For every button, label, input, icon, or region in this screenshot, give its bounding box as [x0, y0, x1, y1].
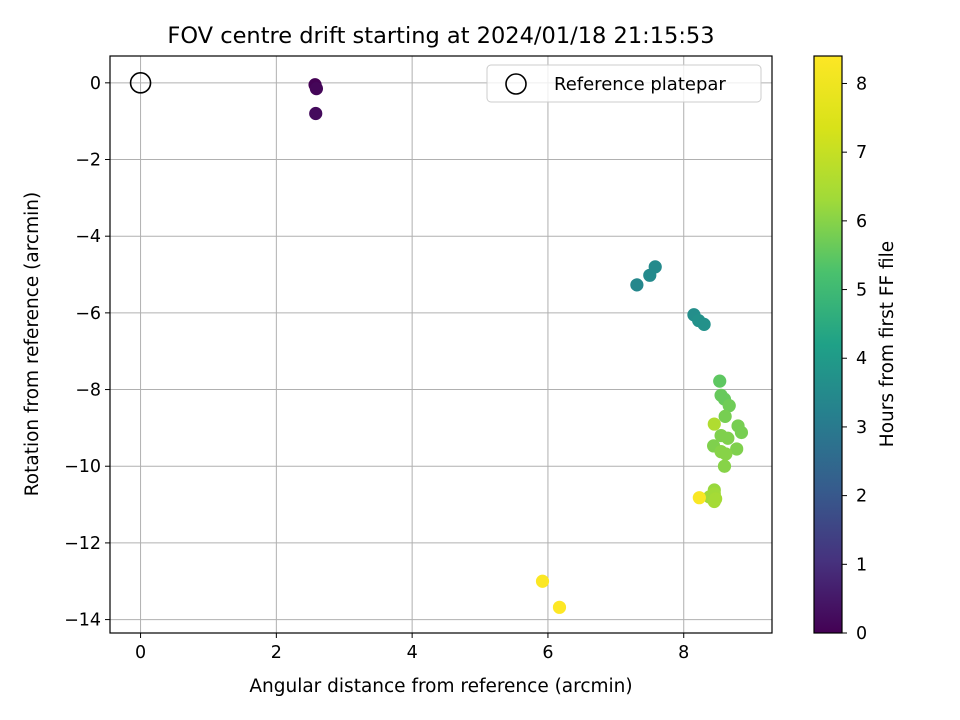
x-axis-ticks: 0 2 4 6 8 [135, 633, 689, 663]
x-tick-label: 6 [542, 643, 553, 663]
data-point [309, 81, 324, 96]
data-point [721, 431, 735, 445]
x-tick-label: 0 [135, 643, 146, 663]
reference-point [129, 72, 152, 94]
data-point [717, 459, 732, 473]
y-axis-ticks: 0 −2 −4 −6 −8 −10 −12 −14 [64, 74, 110, 631]
data-point [722, 399, 736, 413]
y-tick-label: −6 [75, 304, 101, 324]
colorbar-tick-label: 0 [856, 624, 867, 644]
colorbar-tick-label: 5 [856, 281, 867, 301]
colorbar-gradient [814, 56, 842, 633]
data-point [730, 442, 744, 456]
grid [110, 56, 772, 633]
colorbar-label: Hours from first FF file [877, 241, 898, 447]
colorbar: 0 1 2 3 4 5 6 7 8 Hours from first FF file [813, 55, 898, 644]
x-tick-label: 4 [407, 643, 418, 663]
y-tick-label: −14 [64, 611, 101, 631]
y-tick-label: −4 [75, 227, 101, 247]
data-point [713, 374, 727, 388]
colorbar-ticks: 0 1 2 3 4 5 6 7 8 [842, 74, 867, 644]
colorbar-tick-label: 6 [856, 212, 867, 232]
colorbar-frame [813, 55, 843, 634]
data-point [630, 278, 644, 292]
y-tick-label: −2 [75, 151, 101, 171]
data-point [552, 600, 567, 614]
data-point [734, 425, 749, 440]
y-tick-label: −10 [64, 457, 101, 477]
x-axis-label: Angular distance from reference (arcmin) [249, 676, 632, 697]
x-tick-label: 2 [271, 643, 282, 663]
data-point [697, 317, 711, 331]
colorbar-tick-label: 7 [856, 143, 867, 163]
colorbar-tick-label: 4 [856, 349, 867, 369]
legend-marker [505, 73, 527, 95]
data-point [309, 106, 323, 121]
y-tick-label: 0 [90, 74, 101, 94]
legend: Reference platepar [486, 64, 762, 103]
colorbar-tick-label: 1 [856, 555, 867, 575]
data-point [707, 494, 721, 509]
data-point [535, 574, 550, 588]
legend-box [486, 64, 762, 103]
colorbar-tick-label: 8 [856, 74, 867, 94]
colorbar-tick-label: 2 [856, 487, 867, 507]
y-axis-label: Rotation from reference (arcmin) [22, 192, 43, 496]
plot-frame [109, 55, 773, 634]
data-point [718, 409, 732, 423]
y-tick-label: −8 [75, 381, 101, 401]
data-point [648, 260, 662, 274]
x-tick-label: 8 [678, 643, 689, 663]
data-points [129, 72, 749, 614]
chart-title: FOV centre drift starting at 2024/01/18 … [167, 23, 714, 49]
data-point [719, 447, 733, 461]
data-point [692, 491, 706, 505]
data-point [707, 417, 721, 431]
colorbar-tick-label: 3 [856, 418, 867, 438]
legend-label: Reference platepar [554, 74, 726, 95]
y-tick-label: −12 [64, 534, 101, 554]
